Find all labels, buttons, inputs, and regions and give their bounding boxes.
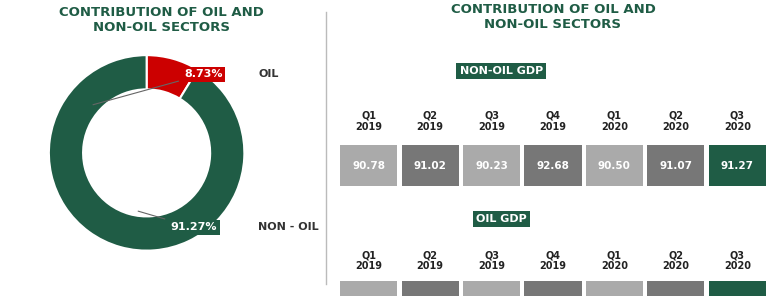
Text: CONTRIBUTION OF OIL AND
NON-OIL SECTORS: CONTRIBUTION OF OIL AND NON-OIL SECTORS — [59, 6, 263, 34]
Text: Q1
2019: Q1 2019 — [355, 250, 382, 271]
FancyBboxPatch shape — [463, 281, 520, 296]
Text: Q2
2020: Q2 2020 — [662, 250, 690, 271]
Text: 90.50: 90.50 — [598, 161, 631, 171]
Text: OIL GDP: OIL GDP — [476, 214, 527, 224]
Text: Q2
2019: Q2 2019 — [416, 250, 444, 271]
Text: Q1
2019: Q1 2019 — [355, 111, 382, 132]
Text: Q4
2019: Q4 2019 — [539, 250, 567, 271]
Text: 91.07: 91.07 — [660, 161, 692, 171]
Wedge shape — [49, 55, 244, 251]
Wedge shape — [147, 55, 197, 99]
Text: 8.73%: 8.73% — [93, 69, 223, 105]
Text: Q3
2020: Q3 2020 — [723, 111, 751, 132]
Text: CONTRIBUTION OF OIL AND
NON-OIL SECTORS: CONTRIBUTION OF OIL AND NON-OIL SECTORS — [451, 3, 655, 31]
FancyBboxPatch shape — [709, 281, 766, 296]
Text: OIL: OIL — [258, 69, 279, 79]
Text: 91.02: 91.02 — [414, 161, 446, 171]
FancyBboxPatch shape — [463, 145, 520, 186]
Text: Q2
2020: Q2 2020 — [662, 111, 690, 132]
FancyBboxPatch shape — [647, 145, 704, 186]
Text: Q3
2020: Q3 2020 — [723, 250, 751, 271]
FancyBboxPatch shape — [525, 145, 581, 186]
Text: 90.23: 90.23 — [475, 161, 508, 171]
FancyBboxPatch shape — [340, 145, 397, 186]
FancyBboxPatch shape — [586, 145, 643, 186]
Text: 90.78: 90.78 — [353, 161, 385, 171]
Text: Q3
2019: Q3 2019 — [478, 250, 505, 271]
Text: Q2
2019: Q2 2019 — [416, 111, 444, 132]
Text: NON - OIL: NON - OIL — [258, 222, 319, 232]
FancyBboxPatch shape — [647, 281, 704, 296]
Text: 92.68: 92.68 — [537, 161, 569, 171]
Text: 91.27: 91.27 — [721, 161, 753, 171]
Text: Q1
2020: Q1 2020 — [601, 111, 628, 132]
Text: 91.27%: 91.27% — [138, 211, 217, 232]
Text: Q3
2019: Q3 2019 — [478, 111, 505, 132]
FancyBboxPatch shape — [586, 281, 643, 296]
Text: Q4
2019: Q4 2019 — [539, 111, 567, 132]
FancyBboxPatch shape — [340, 281, 397, 296]
FancyBboxPatch shape — [525, 281, 581, 296]
FancyBboxPatch shape — [402, 145, 458, 186]
FancyBboxPatch shape — [402, 281, 458, 296]
FancyBboxPatch shape — [709, 145, 766, 186]
Text: NON-OIL GDP: NON-OIL GDP — [460, 66, 543, 76]
Text: Q1
2020: Q1 2020 — [601, 250, 628, 271]
